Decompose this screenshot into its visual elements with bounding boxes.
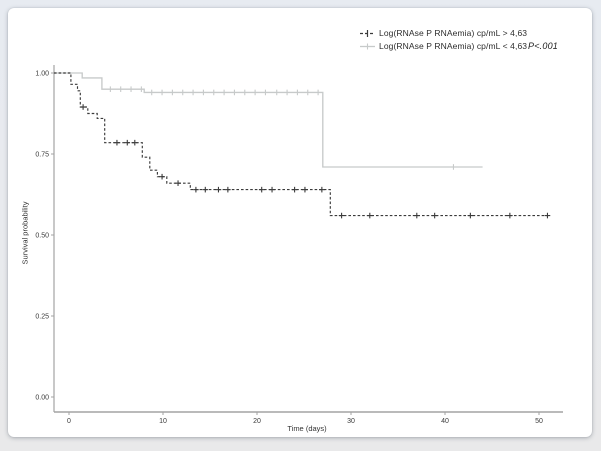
legend-item-low: Log(RNAse P RNAemia) cp/mL < 4,63 xyxy=(360,41,527,52)
x-tick-label: 50 xyxy=(535,418,543,425)
x-tick-label: 40 xyxy=(441,418,449,425)
y-tick-label: 1.00 xyxy=(35,71,49,78)
x-tick-label: 30 xyxy=(347,418,355,425)
x-tick-label: 20 xyxy=(253,418,261,425)
km-plot: 0 10 20 30 40 50 0.00 0.25 0.50 0.75 1.00 xyxy=(35,65,563,425)
high-series-marker-icon xyxy=(360,30,375,37)
y-tick-label: 0.75 xyxy=(35,152,49,159)
low-series-marker-icon xyxy=(360,43,375,50)
x-tick-label: 10 xyxy=(159,418,167,425)
y-tick-label: 0.50 xyxy=(35,233,49,240)
p-value-label: P<.001 xyxy=(528,41,558,51)
series-curve-high xyxy=(54,72,483,168)
x-tick-label: 0 xyxy=(67,418,71,425)
y-tick-label: 0.25 xyxy=(35,314,49,321)
legend-label-low: Log(RNAse P RNAemia) cp/mL < 4,63 xyxy=(379,41,528,51)
legend: Log(RNAse P RNAemia) cp/mL > 4,63 Log(RN… xyxy=(360,28,527,52)
legend-label-high: Log(RNAse P RNAemia) cp/mL > 4,63 xyxy=(379,28,528,38)
x-axis-title: Time (days) xyxy=(287,424,327,433)
legend-item-high: Log(RNAse P RNAemia) cp/mL > 4,63 xyxy=(360,28,527,39)
figure-card: 0 10 20 30 40 50 0.00 0.25 0.50 0.75 1.00 Log(RNAs… xyxy=(8,8,592,437)
series-curve-high xyxy=(54,72,549,217)
y-tick-label: 0.00 xyxy=(35,395,49,402)
y-axis-title: Survival probability xyxy=(20,201,30,265)
